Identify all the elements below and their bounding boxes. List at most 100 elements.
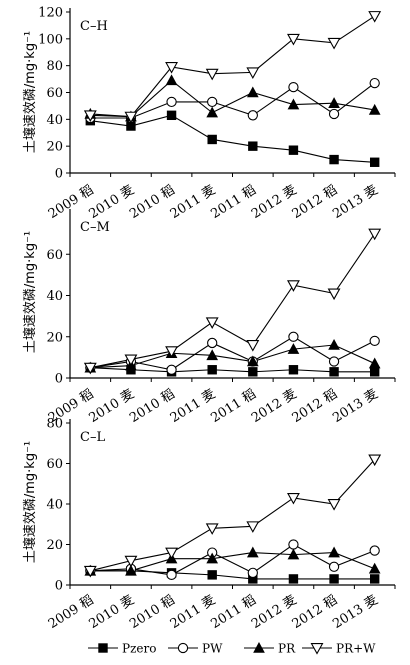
series-line-pr [90,552,375,572]
legend-marker [310,643,324,655]
series-line-prw [90,459,376,572]
data-point-pzero [288,574,299,584]
x-tick-label: 2011 麦 [168,387,219,426]
data-point-pr [368,357,381,369]
data-point-pr [328,97,340,108]
data-point-prw [165,62,178,74]
data-point-pzero [288,365,299,375]
data-point-pw [247,110,258,121]
data-point-prw [83,565,97,578]
data-point-prw [205,523,219,535]
data-point-pzero [166,110,177,121]
data-point-pr [287,548,300,560]
y-axis-label: 土壤速效磷/mg·kg⁻¹ [22,31,38,153]
data-point-pw [328,356,340,367]
data-point-prw [165,547,178,560]
data-point-pw [328,561,340,572]
panel-label: C–L [80,430,105,445]
y-tick-label: 20 [46,538,63,553]
legend-marker [177,642,189,654]
y-tick-label: 0 [55,372,63,387]
x-tick-label: 2010 稻 [127,387,178,426]
data-point-pr [246,355,259,367]
x-tick-label: 2010 麦 [87,593,138,632]
data-point-prw [165,346,178,358]
y-tick-label: 60 [46,86,63,101]
data-point-pr [287,98,300,110]
data-point-pw [207,96,218,108]
data-point-pw [369,77,380,89]
data-point-pzero [369,367,380,377]
x-tick-label: 2012 麦 [249,387,300,426]
legend-label: Pzero [122,642,156,656]
x-tick-label: 2009 稻 [46,593,97,632]
data-point-prw [83,362,97,375]
x-tick-label: 2012 麦 [249,183,300,222]
data-point-pw [369,335,380,347]
series-line-pr [90,79,375,118]
y-tick-label: 20 [46,140,63,155]
data-point-pw [288,81,299,93]
data-point-pr [246,546,259,558]
data-point-prw [83,110,97,122]
y-tick-label: 20 [46,330,63,345]
series-line-pw [90,82,376,119]
data-point-prw [205,68,219,81]
data-point-pr [246,86,259,98]
x-tick-label: 2010 麦 [87,387,138,426]
series-line-pr [90,344,375,369]
legend-label: PW [202,642,223,656]
data-point-pzero [329,367,339,377]
data-point-pr [206,552,219,564]
x-tick-label: 2011 麦 [168,183,219,222]
legend-label: PR+W [336,642,376,656]
data-point-prw [327,288,341,301]
data-point-pzero [329,574,339,584]
data-point-pw [166,364,177,375]
x-tick-label: 2010 稻 [127,183,178,222]
y-tick-label: 40 [46,289,63,304]
data-point-prw [287,492,300,505]
series-line-prw [90,233,376,369]
legend-label: PR [278,642,296,656]
data-point-pzero [207,365,217,375]
data-point-pw [207,337,218,349]
y-tick-label: 80 [46,417,63,432]
data-point-prw [327,37,341,50]
data-point-pw [247,567,258,578]
data-point-prw [246,67,260,80]
data-point-pw [166,569,177,581]
legend-marker [253,641,265,653]
data-point-pzero [369,574,380,584]
x-tick-label: 2011 麦 [168,593,219,632]
data-point-prw [368,228,382,241]
data-point-pzero [288,145,299,155]
x-tick-label: 2010 麦 [87,183,138,222]
series-line-pw [90,336,375,371]
data-point-pr [328,546,340,558]
data-point-pr [206,349,219,361]
x-tick-label: 2011 稻 [208,593,259,632]
data-point-prw [368,454,382,467]
x-tick-label: 2011 稻 [208,183,259,222]
data-point-prw [124,354,138,367]
data-point-pr [368,103,381,115]
x-tick-label: 2009 稻 [46,183,97,222]
data-point-prw [327,499,341,511]
x-tick-label: 2012 稻 [290,593,341,632]
data-point-pw [369,545,380,556]
panel-label: C–H [80,19,108,34]
data-point-pw [288,331,299,342]
data-point-prw [287,33,300,46]
series-line-pw [90,543,375,576]
x-tick-label: 2013 麦 [330,183,381,222]
legend-marker [98,643,108,653]
x-tick-label: 2012 稻 [290,387,341,426]
y-axis-label: 土壤速效磷/mg·kg⁻¹ [22,441,38,563]
data-point-pr [328,338,340,350]
data-point-prw [205,317,219,329]
data-point-pzero [369,157,380,167]
